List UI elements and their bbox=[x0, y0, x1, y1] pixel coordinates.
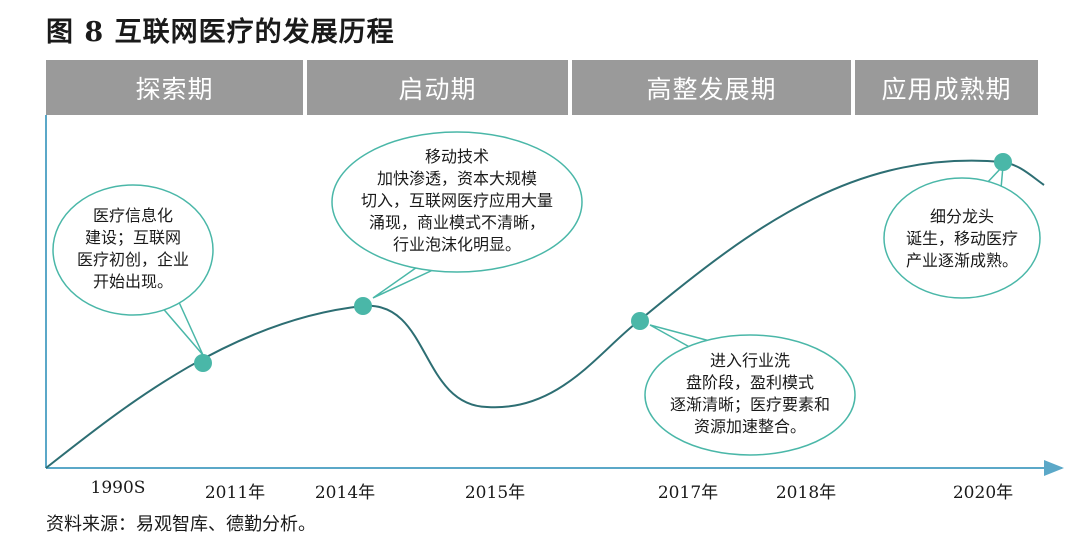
bubble-text-startup: 移动技术 加快渗透，资本大规模 切入，互联网医疗应用大量 涌现，商业模式不清晰，… bbox=[360, 147, 553, 254]
bubble-startup bbox=[331, 131, 583, 299]
phase-maturity: 应用成熟期 bbox=[855, 60, 1038, 115]
phase-exploration: 探索期 bbox=[46, 60, 303, 115]
figure-title: 图 8 互联网医疗的发展历程 bbox=[46, 17, 395, 48]
bubble-text-growth: 进入行业洗 盘阶段，盈利模式 逐渐清晰；医疗要素和 资源加速整合。 bbox=[669, 351, 830, 436]
milestone-dot-2017 bbox=[631, 312, 649, 330]
phase-startup: 启动期 bbox=[307, 60, 568, 115]
milestone-dot-2011 bbox=[194, 354, 212, 372]
x-label-1990s: 1990S bbox=[90, 478, 146, 498]
x-label-2020: 2020年 bbox=[952, 483, 1014, 503]
milestone-dot-2020 bbox=[994, 153, 1012, 171]
milestone-dot-2014 bbox=[354, 297, 372, 315]
bubble-growth bbox=[644, 324, 856, 456]
bubble-text-maturity: 细分龙头 诞生，移动医疗 产业逐渐成熟。 bbox=[905, 207, 1018, 270]
x-label-2011: 2011年 bbox=[204, 483, 266, 503]
x-label-2015: 2015年 bbox=[464, 483, 526, 503]
x-label-2018: 2018年 bbox=[775, 483, 837, 503]
x-label-2014: 2014年 bbox=[314, 483, 376, 503]
development-curve bbox=[45, 159, 1045, 469]
source-note: 资料来源：易观智库、德勤分析。 bbox=[46, 514, 316, 535]
bubble-maturity bbox=[883, 163, 1041, 299]
bubble-text-exploration: 医疗信息化 建设；互联网 医疗初创，企业 开始出现。 bbox=[76, 206, 189, 291]
x-label-2017: 2017年 bbox=[657, 483, 719, 503]
phase-rapid-growth: 高整发展期 bbox=[572, 60, 851, 115]
